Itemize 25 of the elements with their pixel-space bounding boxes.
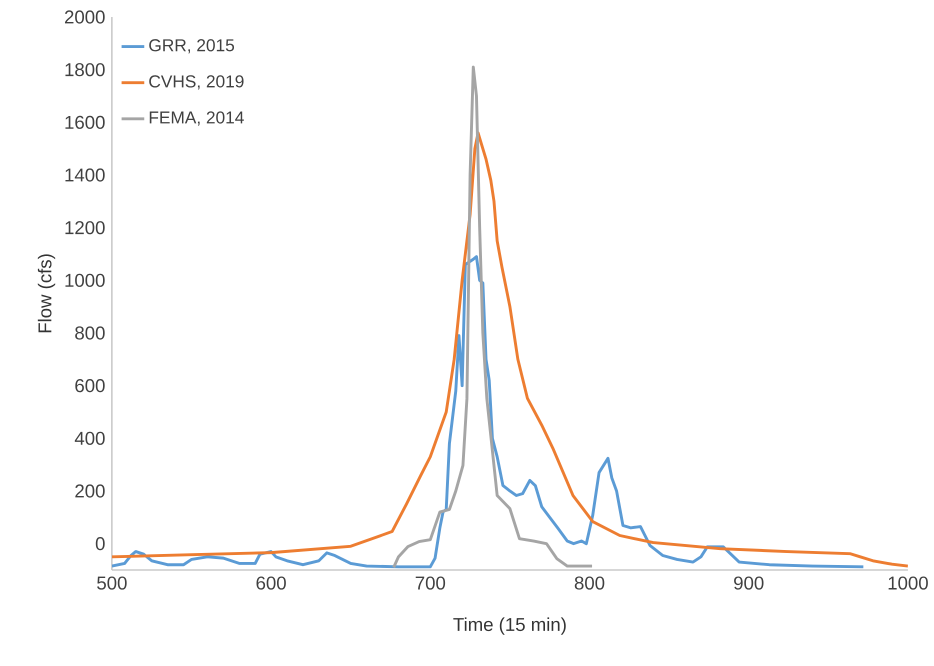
x-tick-label: 600 — [256, 576, 286, 590]
line-series — [112, 131, 908, 568]
y-tick-label: 0 — [96, 537, 105, 550]
y-tick-label: 1200 — [65, 221, 105, 234]
y-tick-label: 1800 — [65, 63, 105, 76]
x-tick-label: 1000 — [888, 576, 928, 590]
y-tick-label: 2000 — [64, 10, 105, 24]
x-tick-label: 800 — [574, 576, 604, 590]
x-tick-label: 500 — [97, 576, 127, 590]
y-tick-label: 800 — [75, 326, 105, 340]
y-axis-title: Flow (cfs) — [38, 254, 56, 332]
line-series — [392, 66, 594, 569]
line-series — [112, 255, 865, 568]
x-axis-title: Time (15 min) — [453, 617, 566, 635]
y-tick-label: 1400 — [65, 168, 105, 182]
y-tick-label: 400 — [74, 432, 105, 445]
legend-label: GRR, 2015 — [149, 39, 234, 54]
y-tick-label: 600 — [75, 379, 105, 392]
y-tick-label: 200 — [75, 484, 105, 498]
y-tick-label: 1600 — [65, 116, 105, 129]
y-tick-label: 1000 — [65, 274, 105, 287]
legend-label: FEMA, 2014 — [150, 111, 244, 126]
x-tick-label: 700 — [416, 576, 446, 590]
legend-label: CVHS, 2019 — [149, 75, 244, 90]
x-tick-label: 900 — [734, 576, 764, 590]
